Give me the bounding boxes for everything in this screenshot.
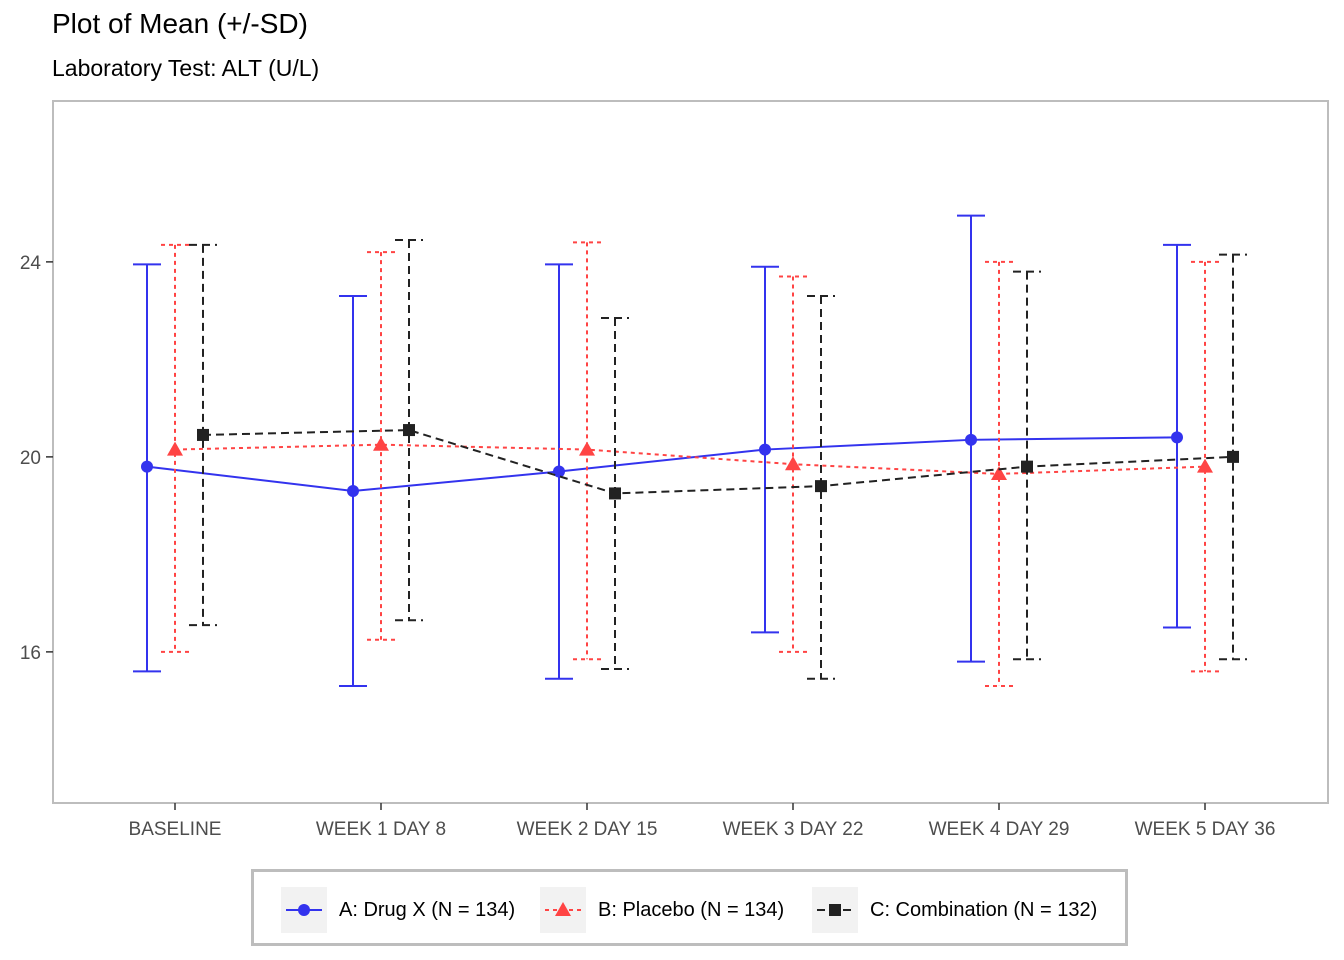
chart-title: Plot of Mean (+/-SD) <box>52 8 308 39</box>
legend-label: C: Combination (N = 132) <box>870 898 1098 921</box>
legend-key-triangle <box>540 887 586 933</box>
x-tick-label: WEEK 3 DAY 22 <box>723 819 864 840</box>
series-line <box>146 436 1178 493</box>
legend-key-marker <box>298 904 310 916</box>
x-tick-label: WEEK 5 DAY 36 <box>1135 819 1276 840</box>
data-point <box>1227 450 1239 463</box>
data-point <box>197 428 209 441</box>
data-point <box>965 433 977 446</box>
legend-item: A: Drug X (N = 134) <box>281 887 515 933</box>
series-square <box>189 238 1247 680</box>
series-triangle <box>161 241 1219 687</box>
data-point <box>579 441 595 456</box>
legend-key-circle <box>281 887 327 933</box>
data-point <box>167 441 183 456</box>
series-line <box>202 429 1234 495</box>
y-tick-label: 16 <box>20 643 41 664</box>
legend-item: B: Placebo (N = 134) <box>540 887 784 933</box>
data-point <box>373 436 389 451</box>
legend-item: C: Combination (N = 132) <box>812 887 1097 933</box>
data-point <box>553 465 565 478</box>
data-point <box>1171 431 1183 444</box>
data-point <box>1021 460 1033 473</box>
x-tick-label: WEEK 1 DAY 8 <box>316 819 446 840</box>
data-point <box>785 456 801 471</box>
plot-panel-border <box>52 100 1329 804</box>
x-tick-label: WEEK 4 DAY 29 <box>929 819 1070 840</box>
legend: A: Drug X (N = 134) B: Placebo (N = 134) C… <box>251 869 1128 946</box>
legend-label: A: Drug X (N = 134) <box>339 898 516 921</box>
data-point <box>991 465 1007 480</box>
legend-key-marker <box>829 904 841 916</box>
legend-key-marker <box>555 902 571 916</box>
y-tick-label: 24 <box>20 253 42 274</box>
x-tick-label: BASELINE <box>129 819 222 840</box>
series-line <box>174 443 1206 475</box>
data-point <box>815 480 827 493</box>
data-point <box>403 424 415 437</box>
data-point <box>759 443 771 456</box>
legend-label: B: Placebo (N = 134) <box>598 898 785 921</box>
plot-area: 16 20 24 BASELINE WEEK 1 DAY 8 WEEK 2 DAY 15 W… <box>20 100 1329 840</box>
data-point <box>1197 458 1213 473</box>
data-point <box>609 487 621 500</box>
y-tick-label: 20 <box>20 448 41 469</box>
chart-subtitle: Laboratory Test: ALT (U/L) <box>52 55 320 81</box>
legend-key-square <box>812 887 858 933</box>
x-tick-label: WEEK 2 DAY 15 <box>517 819 658 840</box>
data-point <box>347 485 359 497</box>
series-circle <box>133 214 1191 687</box>
data-point <box>141 460 153 473</box>
